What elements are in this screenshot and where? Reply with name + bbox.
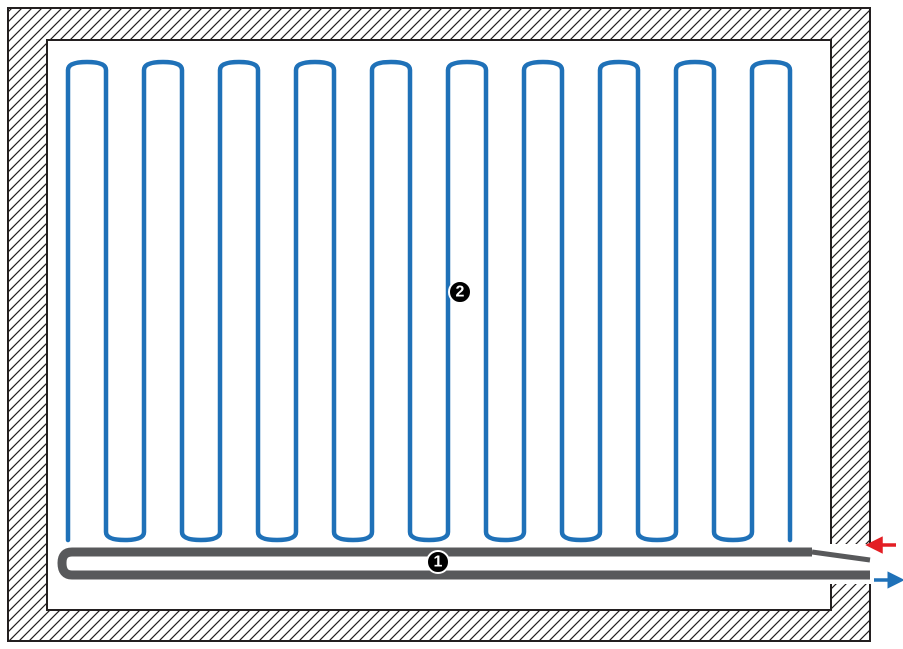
floor-heating-diagram: 1 2 (0, 0, 903, 649)
callout-1-label: 1 (434, 554, 443, 571)
callout-1: 1 (427, 551, 449, 573)
callout-2: 2 (449, 281, 471, 303)
callout-2-label: 2 (456, 284, 465, 301)
